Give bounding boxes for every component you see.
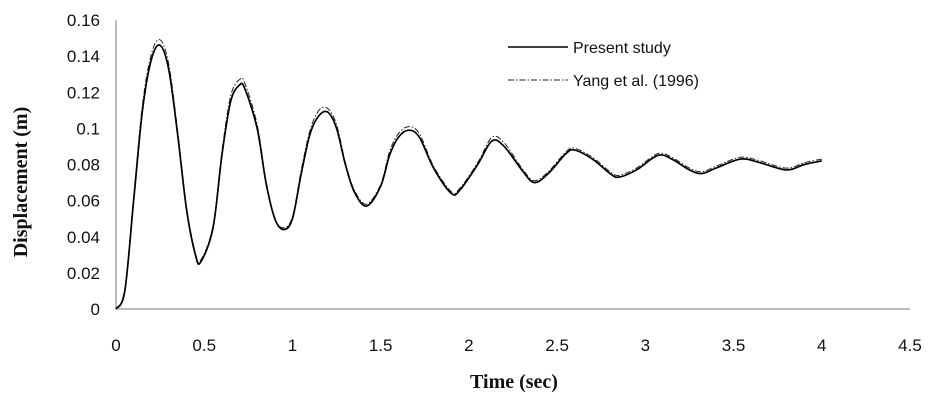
- legend-label-yang: Yang et al. (1996): [573, 73, 699, 90]
- x-tick-label: 2.5: [545, 336, 569, 355]
- series-line-present-study: [115, 44, 822, 310]
- y-axis-ticks: 0 0.02 0.04 0.06 0.08 0.1 0.12 0.14 0.16: [67, 11, 100, 319]
- x-tick-label: 3.5: [722, 336, 746, 355]
- x-tick-label: 0: [111, 336, 120, 355]
- legend: Present study Yang et al. (1996): [508, 40, 699, 90]
- series-lines: [115, 39, 822, 310]
- y-tick-label: 0.08: [67, 156, 100, 175]
- y-tick-label: 0.14: [67, 47, 100, 66]
- y-tick-label: 0: [91, 300, 100, 319]
- legend-label-present-study: Present study: [573, 40, 671, 57]
- y-tick-label: 0.12: [67, 83, 100, 102]
- series-line-yang-1996: [115, 39, 822, 310]
- axes: [115, 20, 910, 310]
- y-tick-label: 0.06: [67, 192, 100, 211]
- y-tick-label: 0.1: [76, 119, 100, 138]
- x-tick-label: 4.5: [898, 336, 922, 355]
- y-tick-label: 0.16: [67, 11, 100, 30]
- x-tick-label: 4: [817, 336, 826, 355]
- y-tick-label: 0.04: [67, 228, 100, 247]
- y-tick-label: 0.02: [67, 264, 100, 283]
- x-tick-label: 2: [464, 336, 473, 355]
- x-tick-label: 3: [641, 336, 650, 355]
- x-tick-label: 1.5: [369, 336, 393, 355]
- x-tick-label: 1: [288, 336, 297, 355]
- x-axis-ticks: 0 0.5 1 1.5 2 2.5 3 3.5 4 4.5: [111, 336, 922, 355]
- y-axis-title: Displacement (m): [10, 107, 32, 258]
- x-axis-title: Time (sec): [470, 371, 558, 393]
- x-tick-label: 0.5: [192, 336, 216, 355]
